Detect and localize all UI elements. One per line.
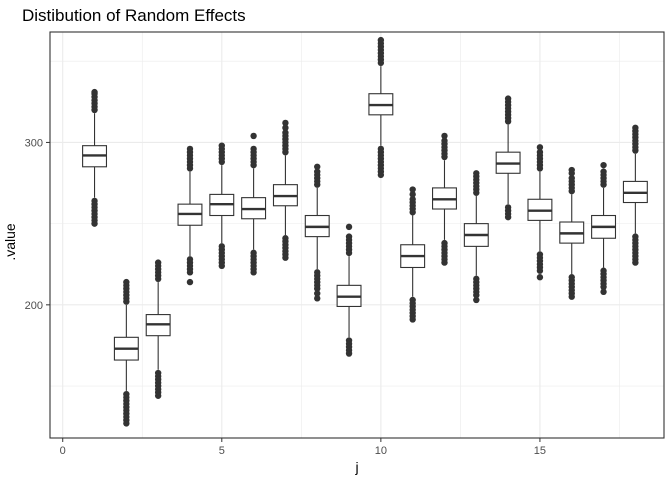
box-j-11 xyxy=(400,186,426,323)
outlier-point xyxy=(473,170,480,177)
outlier-point xyxy=(536,144,544,151)
box-j-3 xyxy=(145,259,171,399)
outlier-point xyxy=(282,119,289,127)
outlier-point xyxy=(568,166,575,174)
outlier-point xyxy=(154,259,162,266)
outlier-point xyxy=(504,95,512,102)
box-j-4 xyxy=(177,145,203,286)
outlier-point xyxy=(345,233,353,240)
box-j-5 xyxy=(209,142,235,270)
outlier-point xyxy=(123,278,130,286)
x-tick-label: 10 xyxy=(375,445,387,457)
box-j-18 xyxy=(622,124,648,266)
outlier-point xyxy=(409,191,416,198)
outlier-point xyxy=(568,174,575,182)
outlier-point xyxy=(345,350,353,357)
outlier-point xyxy=(632,259,639,266)
outlier-point xyxy=(154,392,162,399)
outlier-point xyxy=(250,269,257,276)
outlier-point xyxy=(282,124,289,132)
box-j-1 xyxy=(82,88,108,227)
box-j-14 xyxy=(495,95,521,221)
plot-panel xyxy=(49,31,665,439)
outlier-point xyxy=(473,291,480,299)
x-axis-title: j xyxy=(354,459,358,475)
outlier-point xyxy=(441,259,448,266)
outlier-point xyxy=(91,220,98,227)
box-j-15 xyxy=(527,144,553,281)
outlier-point xyxy=(377,171,385,179)
outlier-point xyxy=(91,88,98,96)
outlier-point xyxy=(441,137,448,145)
outlier-point xyxy=(536,267,544,274)
outlier-point xyxy=(314,295,321,302)
outlier-point xyxy=(186,145,194,153)
y-tick-label: 200 xyxy=(25,300,43,312)
box-j-16 xyxy=(559,166,585,300)
box-j-17 xyxy=(591,161,617,296)
x-tick-label: 5 xyxy=(219,445,225,457)
outlier-point xyxy=(314,168,321,175)
x-tick-label: 0 xyxy=(60,445,66,457)
box-j-8 xyxy=(304,163,330,302)
outlier-point xyxy=(600,283,607,291)
box-j-2 xyxy=(113,278,139,427)
outlier-point xyxy=(377,36,385,44)
outlier-point xyxy=(568,293,575,300)
box-j-13 xyxy=(463,170,489,304)
box-j-10 xyxy=(368,36,394,179)
outlier-point xyxy=(186,278,194,286)
outlier-point xyxy=(250,145,257,153)
outlier-point xyxy=(600,161,607,169)
outlier-point xyxy=(186,269,194,276)
outlier-point xyxy=(218,142,225,149)
x-tick-label: 15 xyxy=(534,445,546,457)
outlier-point xyxy=(282,254,289,261)
outlier-point xyxy=(632,124,639,132)
outlier-point xyxy=(345,223,353,231)
y-axis-title: .value xyxy=(2,223,18,261)
outlier-point xyxy=(409,186,416,193)
outlier-point xyxy=(250,132,257,140)
box-j-7 xyxy=(272,119,298,261)
outlier-point xyxy=(600,168,607,175)
outlier-point xyxy=(282,129,289,136)
y-tick-label: 300 xyxy=(25,137,43,149)
outlier-point xyxy=(504,213,512,221)
box-j-6 xyxy=(241,132,267,276)
outlier-point xyxy=(314,163,321,170)
outlier-point xyxy=(409,196,416,203)
outlier-point xyxy=(409,316,416,323)
outlier-point xyxy=(218,262,225,270)
outlier-point xyxy=(314,290,321,297)
chart-title: Distibution of Random Effects xyxy=(22,6,246,25)
outlier-point xyxy=(441,132,448,140)
outlier-point xyxy=(314,285,321,292)
outlier-point xyxy=(536,274,544,281)
outlier-point xyxy=(600,288,607,296)
outlier-point xyxy=(536,148,544,156)
box-j-9 xyxy=(336,223,362,357)
outlier-point xyxy=(473,296,480,304)
panel-border xyxy=(49,31,665,439)
box-j-12 xyxy=(432,132,457,266)
outlier-point xyxy=(123,420,130,427)
